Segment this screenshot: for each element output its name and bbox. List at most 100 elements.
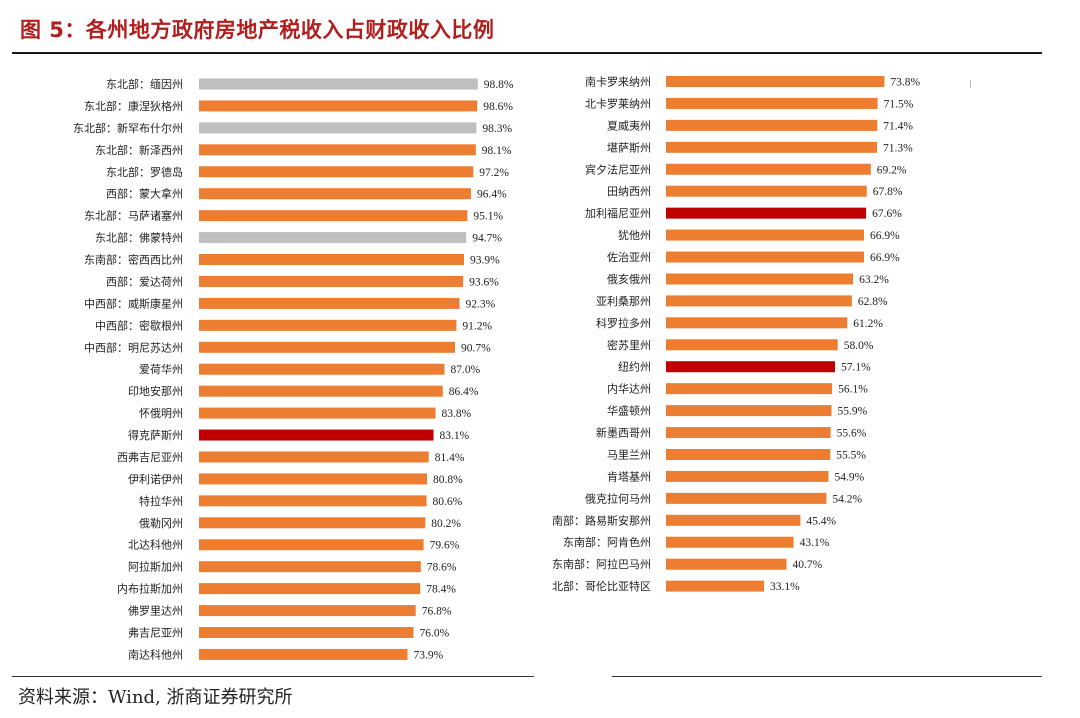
left-bar [199, 166, 474, 178]
right-category-label: 俄亥俄州 [607, 272, 651, 286]
right-value-label: 57.1% [841, 362, 871, 374]
right-bar [666, 317, 848, 329]
right-value-label: 69.2% [877, 164, 907, 176]
left-value-label: 81.4% [435, 452, 465, 464]
left-value-label: 91.2% [462, 320, 492, 332]
footer-rule-left [12, 676, 534, 677]
right-bar [666, 580, 764, 592]
left-category-label: 中西部：密歇根州 [95, 318, 183, 332]
left-category-label: 印地安那州 [128, 384, 183, 398]
right-category-label: 加利福尼亚州 [585, 206, 651, 220]
left-bar [199, 473, 427, 485]
left-category-label: 爱荷华州 [139, 362, 183, 376]
source-text: Wind, 浙商证券研究所 [108, 687, 293, 708]
left-category-label: 东北部：佛蒙特州 [95, 231, 183, 245]
right-category-label: 亚利桑那州 [596, 295, 651, 308]
left-category-label: 怀俄明州 [139, 407, 183, 420]
left-category-label: 东北部：罗德岛 [106, 165, 183, 179]
left-value-label: 76.0% [420, 628, 450, 640]
left-category-label: 特拉华州 [139, 494, 183, 508]
left-bar [199, 363, 445, 375]
left-bar [199, 495, 427, 507]
left-bar [199, 561, 421, 573]
right-value-label: 33.1% [770, 581, 800, 593]
right-bar [666, 119, 878, 131]
right-value-label: 55.9% [838, 406, 868, 418]
right-category-label: 宾夕法尼亚州 [585, 162, 651, 176]
right-value-label: 45.4% [806, 515, 836, 527]
left-value-label: 80.8% [433, 474, 463, 486]
right-category-label: 南部：路易斯安那州 [552, 513, 651, 527]
right-category-label: 肯塔基州 [607, 470, 651, 483]
right-value-label: 71.5% [884, 98, 914, 110]
source-label: 资料来源： [18, 687, 108, 708]
footer-rule-right [612, 676, 1042, 677]
left-bar [199, 407, 436, 419]
left-value-label: 83.1% [440, 430, 470, 442]
right-category-label: 密苏里州 [607, 338, 651, 352]
right-value-label: 66.9% [870, 230, 900, 242]
right-category-label: 北卡罗莱纳州 [585, 97, 651, 110]
left-category-label: 俄勒冈州 [139, 517, 183, 530]
left-bar [199, 385, 443, 397]
right-value-label: 66.9% [870, 252, 900, 264]
right-value-label: 73.8% [890, 77, 920, 89]
right-bar [666, 361, 835, 373]
left-bar [199, 144, 476, 156]
left-bar [199, 319, 457, 331]
figure-title: 图 5：各州地方政府房地产税收入占财政收入比例 [20, 18, 495, 42]
right-bar [666, 295, 852, 307]
right-value-label: 43.1% [800, 537, 830, 549]
right-bar [666, 427, 831, 439]
right-category-label: 纽约州 [618, 360, 651, 374]
right-value-label: 63.2% [859, 274, 889, 286]
right-bar [666, 514, 801, 526]
left-value-label: 93.6% [469, 276, 499, 288]
right-value-label: 71.4% [883, 120, 913, 132]
source-note: 资料来源：Wind, 浙商证券研究所 [18, 683, 293, 709]
left-bar [199, 605, 416, 617]
right-bar [666, 492, 827, 504]
left-category-label: 北达科他州 [128, 538, 183, 552]
right-bar [666, 405, 832, 417]
left-bar [199, 188, 471, 200]
left-bar [199, 210, 468, 222]
right-bar [666, 273, 854, 285]
left-value-label: 98.6% [483, 101, 513, 113]
right-category-label: 内华达州 [607, 382, 651, 396]
left-category-label: 阿拉斯加州 [128, 560, 183, 574]
right-bar [666, 185, 867, 197]
right-category-label: 犹他州 [618, 229, 651, 242]
left-bar [199, 100, 478, 112]
right-category-label: 科罗拉多州 [596, 316, 651, 330]
right-bar [666, 558, 787, 570]
left-value-label: 90.7% [461, 342, 491, 354]
right-value-label: 55.6% [837, 428, 867, 440]
left-category-label: 内布拉斯加州 [117, 582, 183, 596]
left-bar [199, 341, 455, 353]
left-category-label: 中西部：威斯康星州 [84, 296, 183, 310]
left-category-label: 东北部：缅因州 [106, 77, 183, 91]
right-bar [666, 251, 864, 263]
right-bar [666, 163, 871, 175]
left-category-label: 西部：爱达荷州 [106, 274, 183, 288]
left-bar [199, 627, 414, 638]
left-category-label: 东北部：新罕布什尔州 [73, 121, 183, 135]
left-bar [199, 429, 434, 441]
chart-right: 南卡罗来纳州 73.8% 北卡罗莱纳州 71.5% 夏威夷州 71.4% 堪萨斯州 71.3%… [552, 76, 921, 594]
right-value-label: 55.5% [836, 449, 866, 461]
right-category-label: 佐治亚州 [607, 250, 651, 264]
left-bar [199, 275, 464, 287]
right-value-label: 40.7% [793, 559, 823, 571]
right-category-label: 堪萨斯州 [607, 141, 651, 154]
left-bar [199, 648, 408, 660]
left-value-label: 80.2% [431, 518, 461, 530]
right-category-label: 夏威夷州 [607, 119, 651, 132]
right-bar [666, 141, 877, 153]
right-value-label: 54.2% [832, 493, 862, 505]
left-value-label: 96.4% [477, 189, 507, 201]
left-category-label: 东北部：新泽西州 [95, 143, 183, 157]
right-value-label: 61.2% [853, 318, 883, 330]
left-bar [199, 122, 477, 134]
